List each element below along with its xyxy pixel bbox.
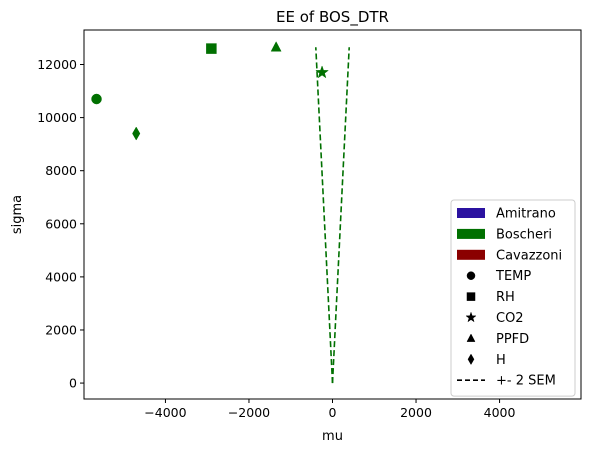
legend-patch bbox=[457, 208, 485, 218]
y-tick-label: 10000 bbox=[37, 110, 77, 125]
y-tick-label: 4000 bbox=[45, 269, 77, 284]
legend-marker-h bbox=[467, 353, 475, 366]
legend-label: H bbox=[496, 353, 506, 368]
legend-label: RH bbox=[496, 290, 515, 305]
legend-marker-rh bbox=[466, 292, 476, 301]
x-tick-label: −2000 bbox=[228, 405, 270, 420]
x-tick-label: 2000 bbox=[400, 405, 432, 420]
sem-line bbox=[314, 47, 334, 384]
y-tick-label: 6000 bbox=[45, 216, 77, 231]
x-tick-label: −4000 bbox=[144, 405, 186, 420]
legend: Amitrano Boscheri Cavazzoni TEMP RH CO2 PPFD H +… bbox=[450, 199, 576, 397]
data-point-co2 bbox=[315, 65, 329, 79]
y-tick-label: 8000 bbox=[45, 163, 77, 178]
y-tick-label: 12000 bbox=[37, 57, 77, 72]
legend-label: PPFD bbox=[496, 332, 529, 347]
axis-ticks: −4000 −2000 0 2000 4000 0 2000 4000 6000 8000 1000… bbox=[37, 57, 515, 420]
legend-label: TEMP bbox=[495, 269, 531, 284]
data-point-h bbox=[132, 126, 141, 141]
legend-label: Cavazzoni bbox=[496, 248, 562, 263]
x-tick-label: 4000 bbox=[484, 405, 516, 420]
data-point-ppfd bbox=[270, 41, 282, 52]
legend-marker-co2 bbox=[465, 311, 477, 323]
legend-label: CO2 bbox=[496, 311, 524, 326]
x-axis-label: mu bbox=[322, 429, 343, 444]
legend-marker-temp bbox=[466, 271, 476, 280]
data-point-rh bbox=[206, 43, 217, 54]
chart-title: EE of BOS_DTR bbox=[276, 8, 389, 27]
legend-label: +- 2 SEM bbox=[496, 374, 556, 389]
y-axis-label: sigma bbox=[10, 195, 25, 234]
x-tick-label: 0 bbox=[329, 405, 337, 420]
legend-label: Boscheri bbox=[496, 227, 552, 242]
y-tick-label: 2000 bbox=[45, 322, 77, 337]
sem-line bbox=[331, 47, 351, 384]
y-tick-label: 0 bbox=[69, 376, 77, 391]
legend-frame bbox=[450, 199, 576, 397]
legend-patch bbox=[457, 228, 485, 239]
legend-label: Amitrano bbox=[496, 207, 556, 222]
data-point-temp bbox=[91, 93, 102, 105]
legend-marker-ppfd bbox=[466, 333, 476, 342]
legend-patch bbox=[457, 249, 485, 260]
